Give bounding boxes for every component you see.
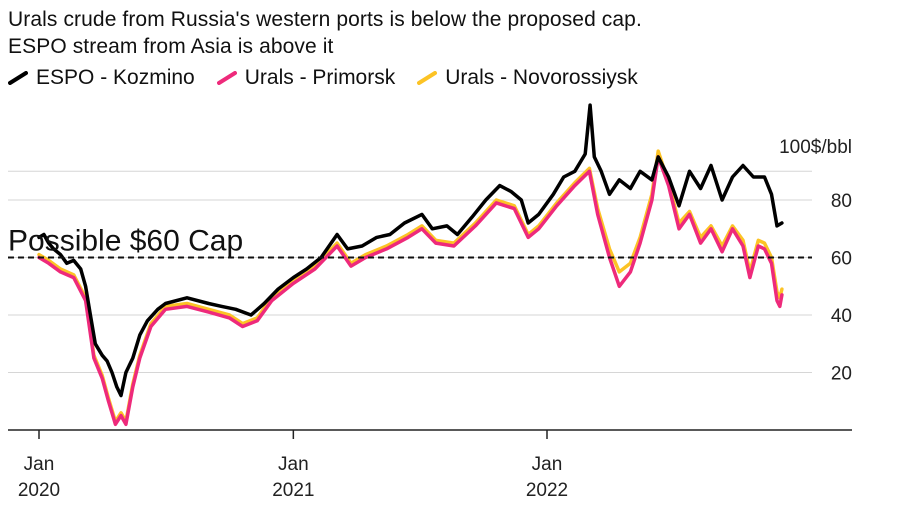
y-unit-label: 100$/bbl	[779, 137, 852, 158]
x-tick-month-2021: Jan	[278, 454, 309, 475]
legend-swatch-novorossiysk	[417, 71, 438, 85]
y-tick-label-20: 20	[831, 364, 852, 385]
chart-subtitle: ESPO stream from Asia is above it	[8, 35, 334, 58]
legend-item-espo: ESPO - Kozmino	[8, 66, 195, 90]
y-tick-label-60: 60	[831, 249, 852, 270]
legend-label-espo: ESPO - Kozmino	[36, 66, 195, 89]
series-line-espo	[37, 103, 784, 398]
legend-swatch-line-primorsk	[216, 71, 237, 85]
x-tick-year-2020: 2020	[18, 480, 60, 501]
legend-swatch-espo	[8, 71, 28, 85]
y-tick-label-40: 40	[831, 306, 852, 327]
x-tick-year-2021: 2021	[272, 480, 314, 501]
legend-label-primorsk: Urals - Primorsk	[244, 66, 396, 89]
y-tick-label-80: 80	[831, 191, 852, 212]
legend-item-novorossiysk: Urals - Novorossiysk	[417, 66, 638, 90]
x-tick-month-2022: Jan	[532, 454, 563, 475]
legend-item-primorsk: Urals - Primorsk	[216, 66, 396, 90]
x-tick-year-2022: 2022	[526, 480, 568, 501]
chart-title-block: Urals crude from Russia's western ports …	[8, 6, 642, 60]
cap-annotation-label: Possible $60 Cap	[8, 225, 243, 258]
chart-legend: ESPO - Kozmino Urals - Primorsk Urals - …	[8, 66, 660, 90]
chart-title: Urals crude from Russia's western ports …	[8, 8, 642, 31]
legend-swatch-line-novorossiysk	[417, 71, 438, 85]
x-tick-month-2020: Jan	[24, 454, 55, 475]
legend-swatch-primorsk	[216, 71, 237, 85]
legend-label-novorossiysk: Urals - Novorossiysk	[445, 66, 638, 89]
series-line-primorsk	[37, 155, 784, 427]
legend-swatch-line-espo	[8, 71, 28, 85]
